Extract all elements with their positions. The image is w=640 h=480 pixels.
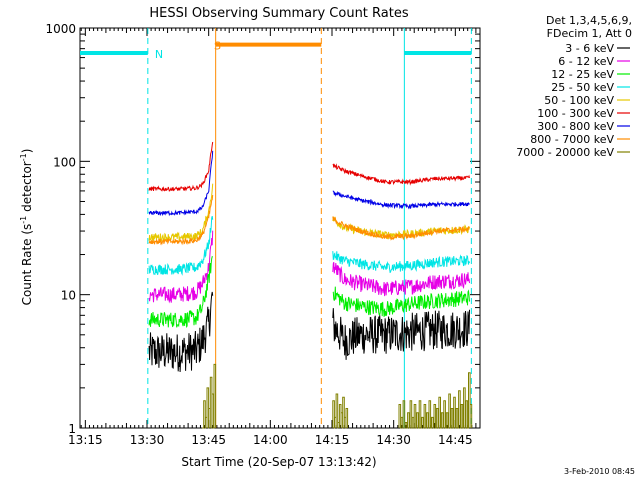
series-line bbox=[148, 230, 214, 304]
y-tick-label: 10 bbox=[61, 289, 76, 303]
legend-label: 3 - 6 keV bbox=[565, 42, 614, 55]
series-line bbox=[148, 141, 214, 192]
legend-label: 7000 - 20000 keV bbox=[516, 146, 614, 159]
y-axis-label-end: ) bbox=[20, 149, 34, 154]
annotation-label: S bbox=[214, 40, 221, 53]
annotation-label: N bbox=[155, 48, 163, 61]
series-line bbox=[332, 190, 470, 210]
x-tick-label: 13:45 bbox=[191, 433, 226, 447]
series-line bbox=[202, 363, 217, 429]
legend-label: 300 - 800 keV bbox=[537, 120, 614, 133]
y-tick-label: 100 bbox=[53, 155, 76, 169]
series-line bbox=[398, 372, 473, 429]
legend-header-line-2: FDecim 1, Att 0 bbox=[547, 27, 632, 40]
legend-label: 6 - 12 keV bbox=[558, 55, 614, 68]
series-line bbox=[332, 215, 470, 241]
y-axis-label-sup-2: -1 bbox=[19, 153, 28, 161]
x-tick-label: 14:00 bbox=[253, 433, 288, 447]
x-tick-label: 14:30 bbox=[376, 433, 411, 447]
series-line bbox=[148, 255, 214, 329]
legend-label: 100 - 300 keV bbox=[537, 107, 614, 120]
legend-label: 25 - 50 keV bbox=[551, 81, 614, 94]
y-axis-label-main: Count Rate (s bbox=[20, 224, 34, 306]
x-tick-label: 13:30 bbox=[130, 433, 165, 447]
chart-title: HESSI Observing Summary Count Rates bbox=[149, 6, 408, 21]
legend: Det 1,3,4,5,6,9, FDecim 1, Att 0 3 - 6 k… bbox=[516, 14, 632, 159]
legend-header-line-1: Det 1,3,4,5,6,9, bbox=[546, 14, 632, 27]
series-line bbox=[148, 215, 214, 276]
legend-label: 800 - 7000 keV bbox=[530, 133, 614, 146]
series-line bbox=[332, 286, 470, 317]
footer-date: 3-Feb-2010 08:45 bbox=[564, 467, 635, 476]
y-axis-label: Count Rate (s-1 detector-1) bbox=[19, 149, 34, 306]
x-tick-label: 14:45 bbox=[438, 433, 473, 447]
series-line bbox=[148, 194, 214, 246]
series-line bbox=[148, 291, 214, 373]
series-line bbox=[148, 150, 214, 217]
series-line bbox=[332, 251, 470, 274]
series-line bbox=[332, 163, 470, 186]
y-tick-label: 1 bbox=[68, 422, 76, 436]
legend-label: 12 - 25 keV bbox=[551, 68, 614, 81]
series-line bbox=[332, 308, 470, 360]
x-tick-label: 13:15 bbox=[68, 433, 103, 447]
series-line bbox=[332, 262, 470, 297]
y-tick-label: 1000 bbox=[45, 22, 76, 36]
y-axis-label-mid: detector bbox=[20, 161, 34, 216]
y-axis-label-sup-1: -1 bbox=[19, 216, 28, 224]
series-line bbox=[332, 393, 349, 429]
plot-frame bbox=[79, 27, 481, 429]
x-axis-label: Start Time (20-Sep-07 13:13:42) bbox=[181, 455, 376, 469]
x-tick-label: 14:15 bbox=[315, 433, 350, 447]
plot-area: 13:15 13:30 13:45 14:00 14:15 14:30 14:45 1 10 10… bbox=[45, 22, 481, 447]
legend-label: 50 - 100 keV bbox=[544, 94, 614, 107]
